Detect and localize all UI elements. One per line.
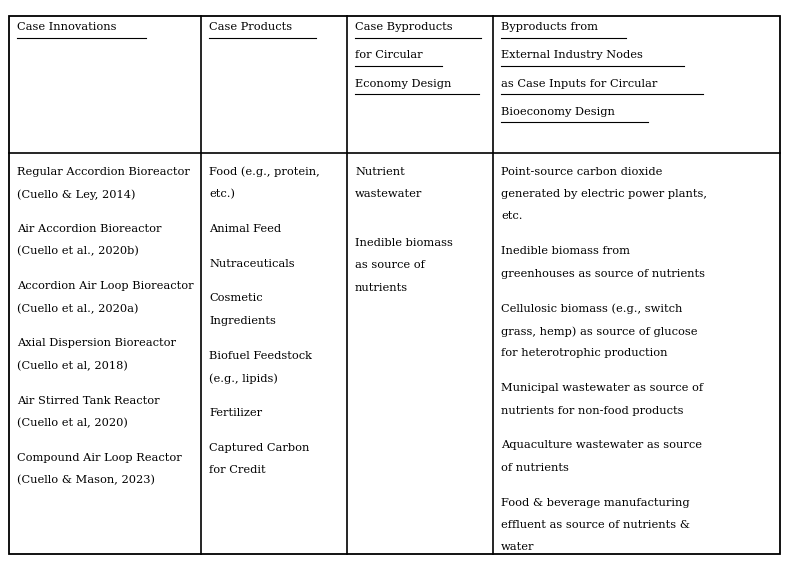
Text: Air Stirred Tank Reactor: Air Stirred Tank Reactor: [17, 396, 160, 406]
Text: Case Innovations: Case Innovations: [17, 22, 117, 33]
Text: for heterotrophic production: for heterotrophic production: [501, 348, 667, 358]
Text: (Cuello et al., 2020b): (Cuello et al., 2020b): [17, 246, 139, 256]
Text: Cellulosic biomass (e.g., switch: Cellulosic biomass (e.g., switch: [501, 304, 682, 314]
Text: for Circular: for Circular: [355, 50, 423, 61]
Text: Animal Feed: Animal Feed: [209, 224, 281, 234]
Text: (Cuello et al, 2018): (Cuello et al, 2018): [17, 361, 129, 371]
Text: (Cuello et al, 2020): (Cuello et al, 2020): [17, 418, 129, 428]
Text: as Case Inputs for Circular: as Case Inputs for Circular: [501, 79, 657, 89]
Text: Byproducts from: Byproducts from: [501, 22, 598, 33]
Text: effluent as source of nutrients &: effluent as source of nutrients &: [501, 520, 690, 530]
Text: of nutrients: of nutrients: [501, 463, 569, 473]
Text: Case Products: Case Products: [209, 22, 292, 33]
Text: Nutrient: Nutrient: [355, 167, 405, 177]
Text: Case Byproducts: Case Byproducts: [355, 22, 453, 33]
Text: grass, hemp) as source of glucose: grass, hemp) as source of glucose: [501, 326, 697, 337]
Text: Air Accordion Bioreactor: Air Accordion Bioreactor: [17, 224, 162, 234]
Text: Accordion Air Loop Bioreactor: Accordion Air Loop Bioreactor: [17, 281, 194, 291]
Text: Municipal wastewater as source of: Municipal wastewater as source of: [501, 383, 703, 393]
Text: Biofuel Feedstock: Biofuel Feedstock: [209, 351, 312, 361]
Text: Food (e.g., protein,: Food (e.g., protein,: [209, 167, 320, 177]
Text: as source of: as source of: [355, 260, 425, 270]
Text: Economy Design: Economy Design: [355, 79, 451, 89]
Text: Regular Accordion Bioreactor: Regular Accordion Bioreactor: [17, 167, 190, 177]
Text: Inedible biomass: Inedible biomass: [355, 238, 453, 248]
Text: Food & beverage manufacturing: Food & beverage manufacturing: [501, 498, 690, 508]
Text: (Cuello et al., 2020a): (Cuello et al., 2020a): [17, 304, 139, 314]
Text: etc.: etc.: [501, 211, 522, 222]
Text: Captured Carbon: Captured Carbon: [209, 443, 309, 453]
Text: wastewater: wastewater: [355, 189, 422, 199]
Text: External Industry Nodes: External Industry Nodes: [501, 50, 643, 61]
Text: Point-source carbon dioxide: Point-source carbon dioxide: [501, 167, 663, 177]
Text: nutrients: nutrients: [355, 283, 408, 293]
Text: water: water: [501, 542, 534, 553]
Text: greenhouses as source of nutrients: greenhouses as source of nutrients: [501, 269, 705, 279]
Text: Compound Air Loop Reactor: Compound Air Loop Reactor: [17, 453, 182, 463]
Text: etc.): etc.): [209, 189, 235, 199]
Text: Bioeconomy Design: Bioeconomy Design: [501, 107, 615, 117]
Text: Aquaculture wastewater as source: Aquaculture wastewater as source: [501, 440, 702, 450]
Text: (Cuello & Mason, 2023): (Cuello & Mason, 2023): [17, 475, 155, 485]
Text: Axial Dispersion Bioreactor: Axial Dispersion Bioreactor: [17, 338, 177, 348]
Text: generated by electric power plants,: generated by electric power plants,: [501, 189, 707, 199]
Text: Cosmetic: Cosmetic: [209, 293, 263, 304]
Text: (Cuello & Ley, 2014): (Cuello & Ley, 2014): [17, 189, 136, 200]
Text: Ingredients: Ingredients: [209, 316, 276, 326]
Text: for Credit: for Credit: [209, 465, 266, 475]
Text: Inedible biomass from: Inedible biomass from: [501, 246, 630, 256]
Text: (e.g., lipids): (e.g., lipids): [209, 373, 278, 384]
Text: Fertilizer: Fertilizer: [209, 408, 262, 418]
Text: Nutraceuticals: Nutraceuticals: [209, 259, 295, 269]
Text: nutrients for non-food products: nutrients for non-food products: [501, 406, 683, 416]
